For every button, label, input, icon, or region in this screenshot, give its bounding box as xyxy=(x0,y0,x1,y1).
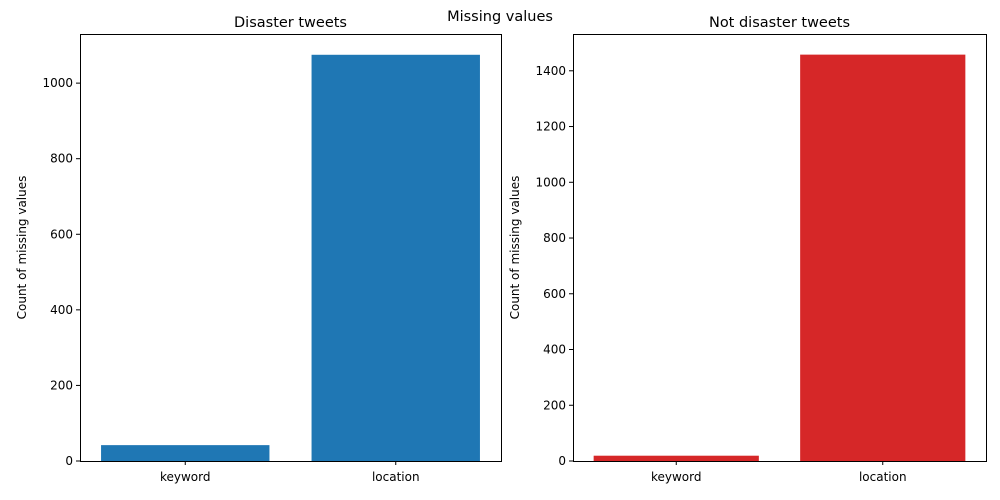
y-tick-label: 1400 xyxy=(535,64,566,78)
y-axis-label: Count of missing values xyxy=(15,176,29,320)
chart-disaster-tweets: Disaster tweets Count of missing values … xyxy=(15,15,502,484)
y-tick-label: 600 xyxy=(50,227,73,241)
chart-title: Not disaster tweets xyxy=(709,15,850,31)
x-tick-label: location xyxy=(372,470,420,484)
y-tick-label: 1200 xyxy=(535,120,566,134)
y-tick-label: 800 xyxy=(50,152,73,166)
y-axis-label: Count of missing values xyxy=(508,176,522,320)
y-tick-label: 1000 xyxy=(42,76,73,90)
bar-keyword xyxy=(101,445,270,461)
x-tick-label: location xyxy=(859,470,907,484)
x-tick-label: keyword xyxy=(160,470,211,484)
y-tick-label: 200 xyxy=(543,398,566,412)
y-tick-label: 0 xyxy=(558,454,566,468)
axes-frame xyxy=(573,34,987,462)
y-tick-label: 0 xyxy=(65,454,73,468)
bar-location xyxy=(311,54,480,462)
y-tick-label: 400 xyxy=(50,303,73,317)
y-tick-label: 600 xyxy=(543,287,566,301)
x-tick-label: keyword xyxy=(651,470,702,484)
y-tick-label: 1000 xyxy=(535,175,566,189)
chart-title: Disaster tweets xyxy=(234,15,347,31)
y-tick-label: 800 xyxy=(543,231,566,245)
axes-frame xyxy=(80,34,502,462)
y-tick-label: 200 xyxy=(50,378,73,392)
bar-keyword xyxy=(593,455,759,461)
figure-suptitle: Missing values xyxy=(447,9,553,25)
bar-location xyxy=(800,54,966,461)
y-tick-label: 400 xyxy=(543,343,566,357)
chart-not-disaster-tweets: Not disaster tweets Count of missing val… xyxy=(508,15,987,484)
